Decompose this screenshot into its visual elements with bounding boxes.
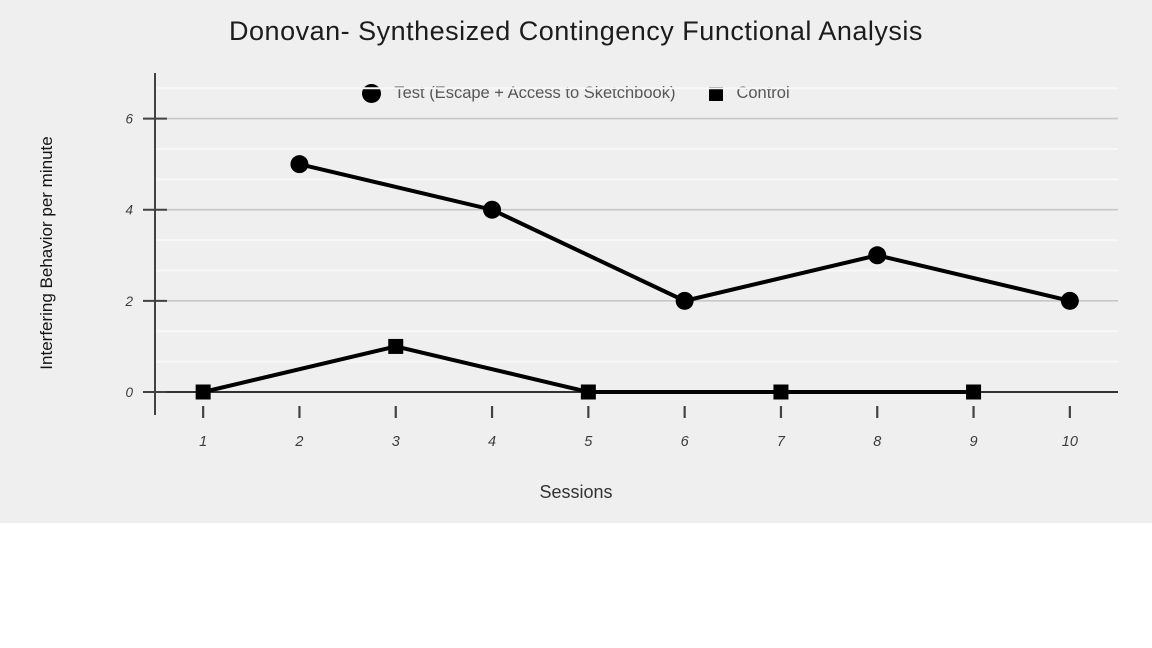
chart-canvas: Donovan- Synthesized Contingency Functio… [0, 0, 1152, 523]
data-point-test [290, 155, 309, 174]
data-point-control [580, 384, 596, 400]
series-line-test [298, 162, 1071, 303]
data-point-control [773, 384, 789, 400]
y-tick-label: 6 [125, 112, 133, 127]
y-axis-title: Interfering Behavior per minute [37, 136, 56, 370]
data-point-test [483, 200, 502, 219]
x-axis-title: Sessions [539, 482, 613, 502]
data-point-control [195, 384, 211, 400]
square-marker-icon [709, 86, 724, 101]
data-point-test [1060, 291, 1079, 310]
data-point-control [966, 384, 982, 400]
chart-title: Donovan- Synthesized Contingency Functio… [229, 16, 923, 46]
data-point-test [868, 246, 887, 265]
x-tick-label: 3 [392, 434, 400, 450]
x-tick-label: 9 [970, 434, 978, 450]
y-tick-label: 2 [124, 294, 133, 309]
data-point-test [675, 291, 694, 310]
x-tick-label: 4 [488, 434, 496, 450]
data-point-control [388, 338, 404, 354]
y-tick-label: 4 [125, 203, 133, 218]
x-tick-label: 5 [584, 434, 593, 450]
bottom-whitespace [0, 523, 1152, 648]
x-tick-label: 6 [681, 434, 690, 450]
x-tick-label: 8 [873, 434, 881, 450]
x-tick-label: 10 [1062, 434, 1078, 450]
y-tick-label: 0 [125, 385, 133, 400]
x-tick-label: 7 [777, 434, 786, 450]
plot-area: 0 2 4 6 1 2 3 4 5 6 7 8 9 10 [124, 73, 1118, 450]
x-tick-label: 2 [294, 434, 303, 450]
x-tick-label: 1 [199, 434, 207, 450]
